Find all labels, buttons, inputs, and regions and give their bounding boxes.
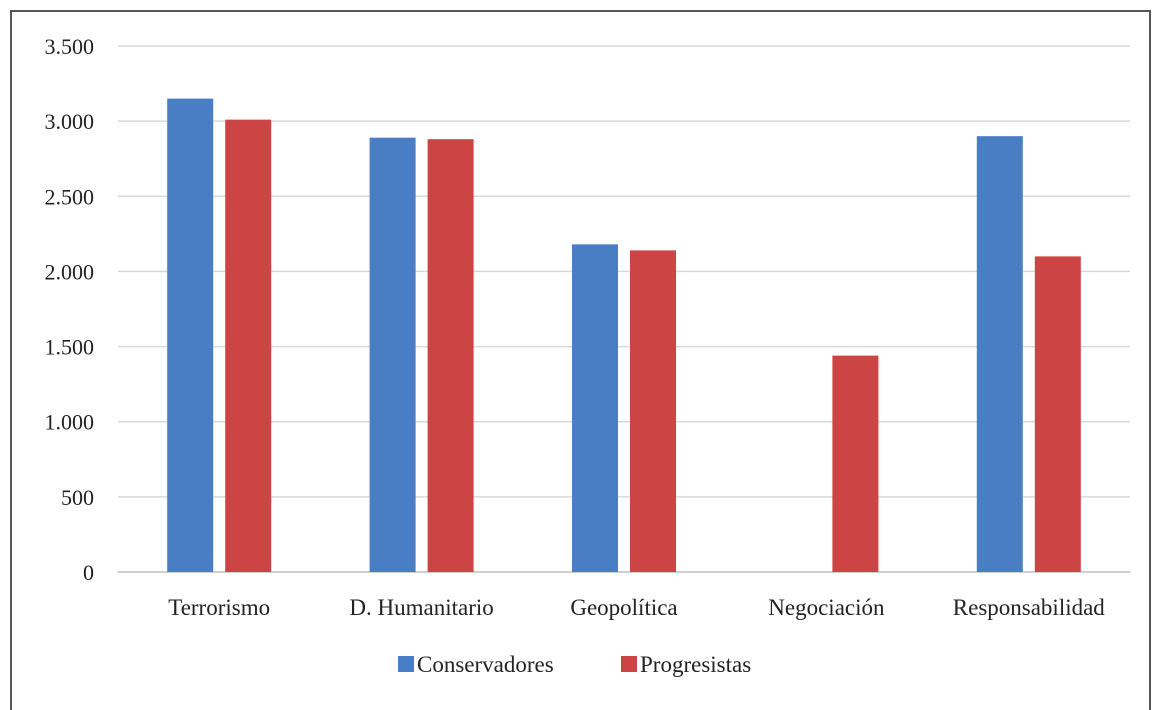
legend-swatch-conservadores bbox=[398, 656, 414, 672]
legend: Conservadores Progresistas bbox=[398, 652, 751, 677]
x-category-label: Geopolítica bbox=[570, 595, 677, 620]
legend-swatch-progresistas bbox=[621, 656, 637, 672]
bar-progresistas-1 bbox=[427, 139, 474, 573]
y-tick-label: 2.500 bbox=[45, 184, 95, 209]
bars bbox=[167, 98, 1081, 573]
y-tick-label: 3.500 bbox=[45, 34, 95, 59]
bar-conservadores-1 bbox=[369, 137, 416, 572]
bar-conservadores-4 bbox=[976, 136, 1023, 572]
bar-conservadores-2 bbox=[572, 244, 618, 572]
y-tick-label: 1.000 bbox=[45, 410, 95, 435]
bar-progresistas-2 bbox=[630, 250, 676, 573]
legend-label: Conservadores bbox=[417, 652, 554, 677]
bar-progresistas-0 bbox=[225, 119, 272, 572]
x-category-label: Responsabilidad bbox=[953, 595, 1106, 620]
bar-conservadores-0 bbox=[167, 98, 214, 572]
y-tick-label: 3.000 bbox=[45, 109, 95, 134]
x-category-label: Negociación bbox=[768, 595, 885, 620]
x-category-label: Terrorismo bbox=[168, 595, 270, 620]
legend-label: Progresistas bbox=[640, 652, 751, 677]
bar-progresistas-4 bbox=[1034, 256, 1081, 572]
bar-progresistas-3 bbox=[832, 355, 879, 572]
y-tick-label: 0 bbox=[83, 560, 94, 585]
y-axis-ticks: 0 500 1.000 1.500 2.000 2.500 3.000 3.500 bbox=[45, 34, 95, 585]
x-category-label: D. Humanitario bbox=[349, 595, 493, 620]
gridlines bbox=[118, 45, 1130, 573]
x-axis-categories: Terrorismo D. Humanitario Geopolítica Negoc… bbox=[168, 595, 1105, 620]
y-tick-label: 500 bbox=[61, 485, 94, 510]
y-tick-label: 2.000 bbox=[45, 259, 95, 284]
y-tick-label: 1.500 bbox=[45, 335, 95, 360]
